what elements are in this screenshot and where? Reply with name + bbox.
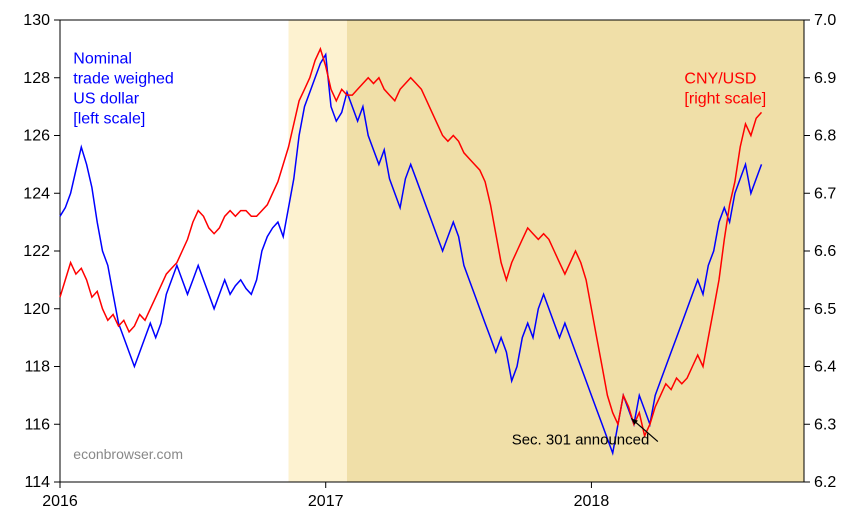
left-series-label: [left scale] [73,110,145,127]
right-tick-label: 6.8 [814,128,836,145]
left-series-label: trade weighed [73,70,174,87]
left-tick-label: 114 [24,474,50,491]
left-tick-label: 126 [23,128,50,145]
right-tick-label: 6.7 [814,185,836,202]
left-tick-label: 130 [23,12,50,29]
left-series-label: US dollar [73,90,139,107]
left-tick-label: 128 [23,70,50,87]
left-series-label: Nominal [73,50,132,67]
x-tick-label: 2016 [42,493,78,510]
left-tick-label: 120 [23,301,50,318]
right-series-label: CNY/USD [684,71,756,88]
left-tick-label: 116 [24,416,50,433]
left-tick-label: 118 [24,359,50,376]
left-tick-label: 122 [23,243,50,260]
annotation-text: Sec. 301 announced [512,431,650,448]
x-tick-label: 2017 [308,493,344,510]
right-tick-label: 6.2 [814,474,836,491]
right-series-label: [right scale] [684,91,766,108]
line-chart: 114 116 118 120 122 124 126 128 130 6.2 6.3 6.4 6.5 6… [0,0,864,532]
left-tick-label: 124 [23,185,50,202]
right-tick-label: 6.5 [814,301,836,318]
right-tick-label: 6.3 [814,416,836,433]
shaded-region [289,20,347,482]
chart-container: 114 116 118 120 122 124 126 128 130 6.2 6.3 6.4 6.5 6… [0,0,864,532]
right-tick-label: 6.6 [814,243,836,260]
x-tick-label: 2018 [574,493,610,510]
watermark: econbrowser.com [73,446,183,462]
right-tick-label: 7.0 [814,12,836,29]
right-tick-label: 6.4 [814,359,836,376]
right-tick-label: 6.9 [814,70,836,87]
